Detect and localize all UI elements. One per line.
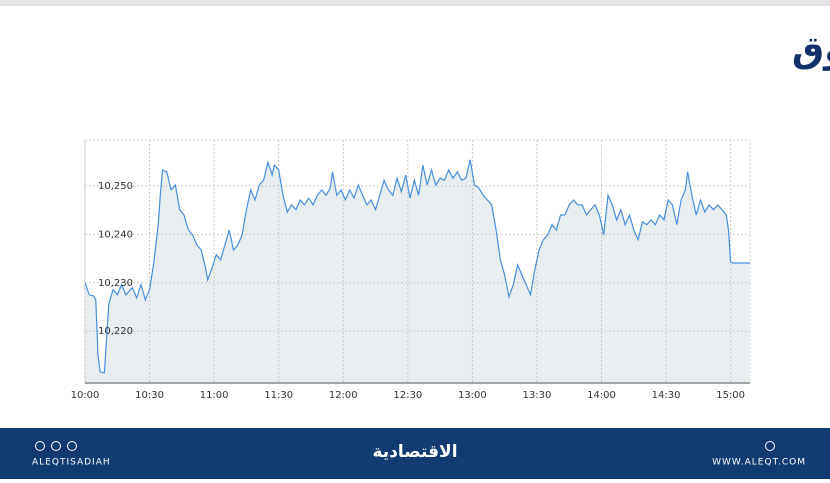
x-tick-label: 12:00 [329,390,358,401]
top-band [0,0,830,6]
x-tick-label: 14:00 [587,390,616,401]
x-tick-label: 13:30 [523,390,552,401]
y-tick-label: 10,240 [98,229,133,240]
footer-brand: الاقتصادية [372,442,457,462]
x-tick-label: 11:30 [264,390,293,401]
plot: 10,220 10,230 10,240 10,250 10:00 10:30 11:00 1… [71,139,751,401]
area [85,159,750,383]
x-tick-label: 10:00 [71,390,100,401]
footer-bar [0,428,830,479]
y-tick-label: 10,250 [98,181,133,192]
footer-handle: ALEQTISADIAH [32,458,111,468]
y-tick-label: 10,220 [98,326,133,337]
x-tick-label: 14:30 [652,390,681,401]
x-tick-label: 10:30 [135,390,164,401]
x-tick-label: 11:00 [200,390,229,401]
footer-website: WWW.ALEQT.COM [712,458,806,468]
social-icons [35,441,775,451]
x-tick-label: 12:30 [393,390,422,401]
x-tick-label: 15:00 [716,390,745,401]
chart-title: مؤشر السوق [792,30,830,71]
y-tick-label: 10,230 [98,278,133,289]
x-tick-label: 13:00 [458,390,487,401]
line [84,159,750,374]
